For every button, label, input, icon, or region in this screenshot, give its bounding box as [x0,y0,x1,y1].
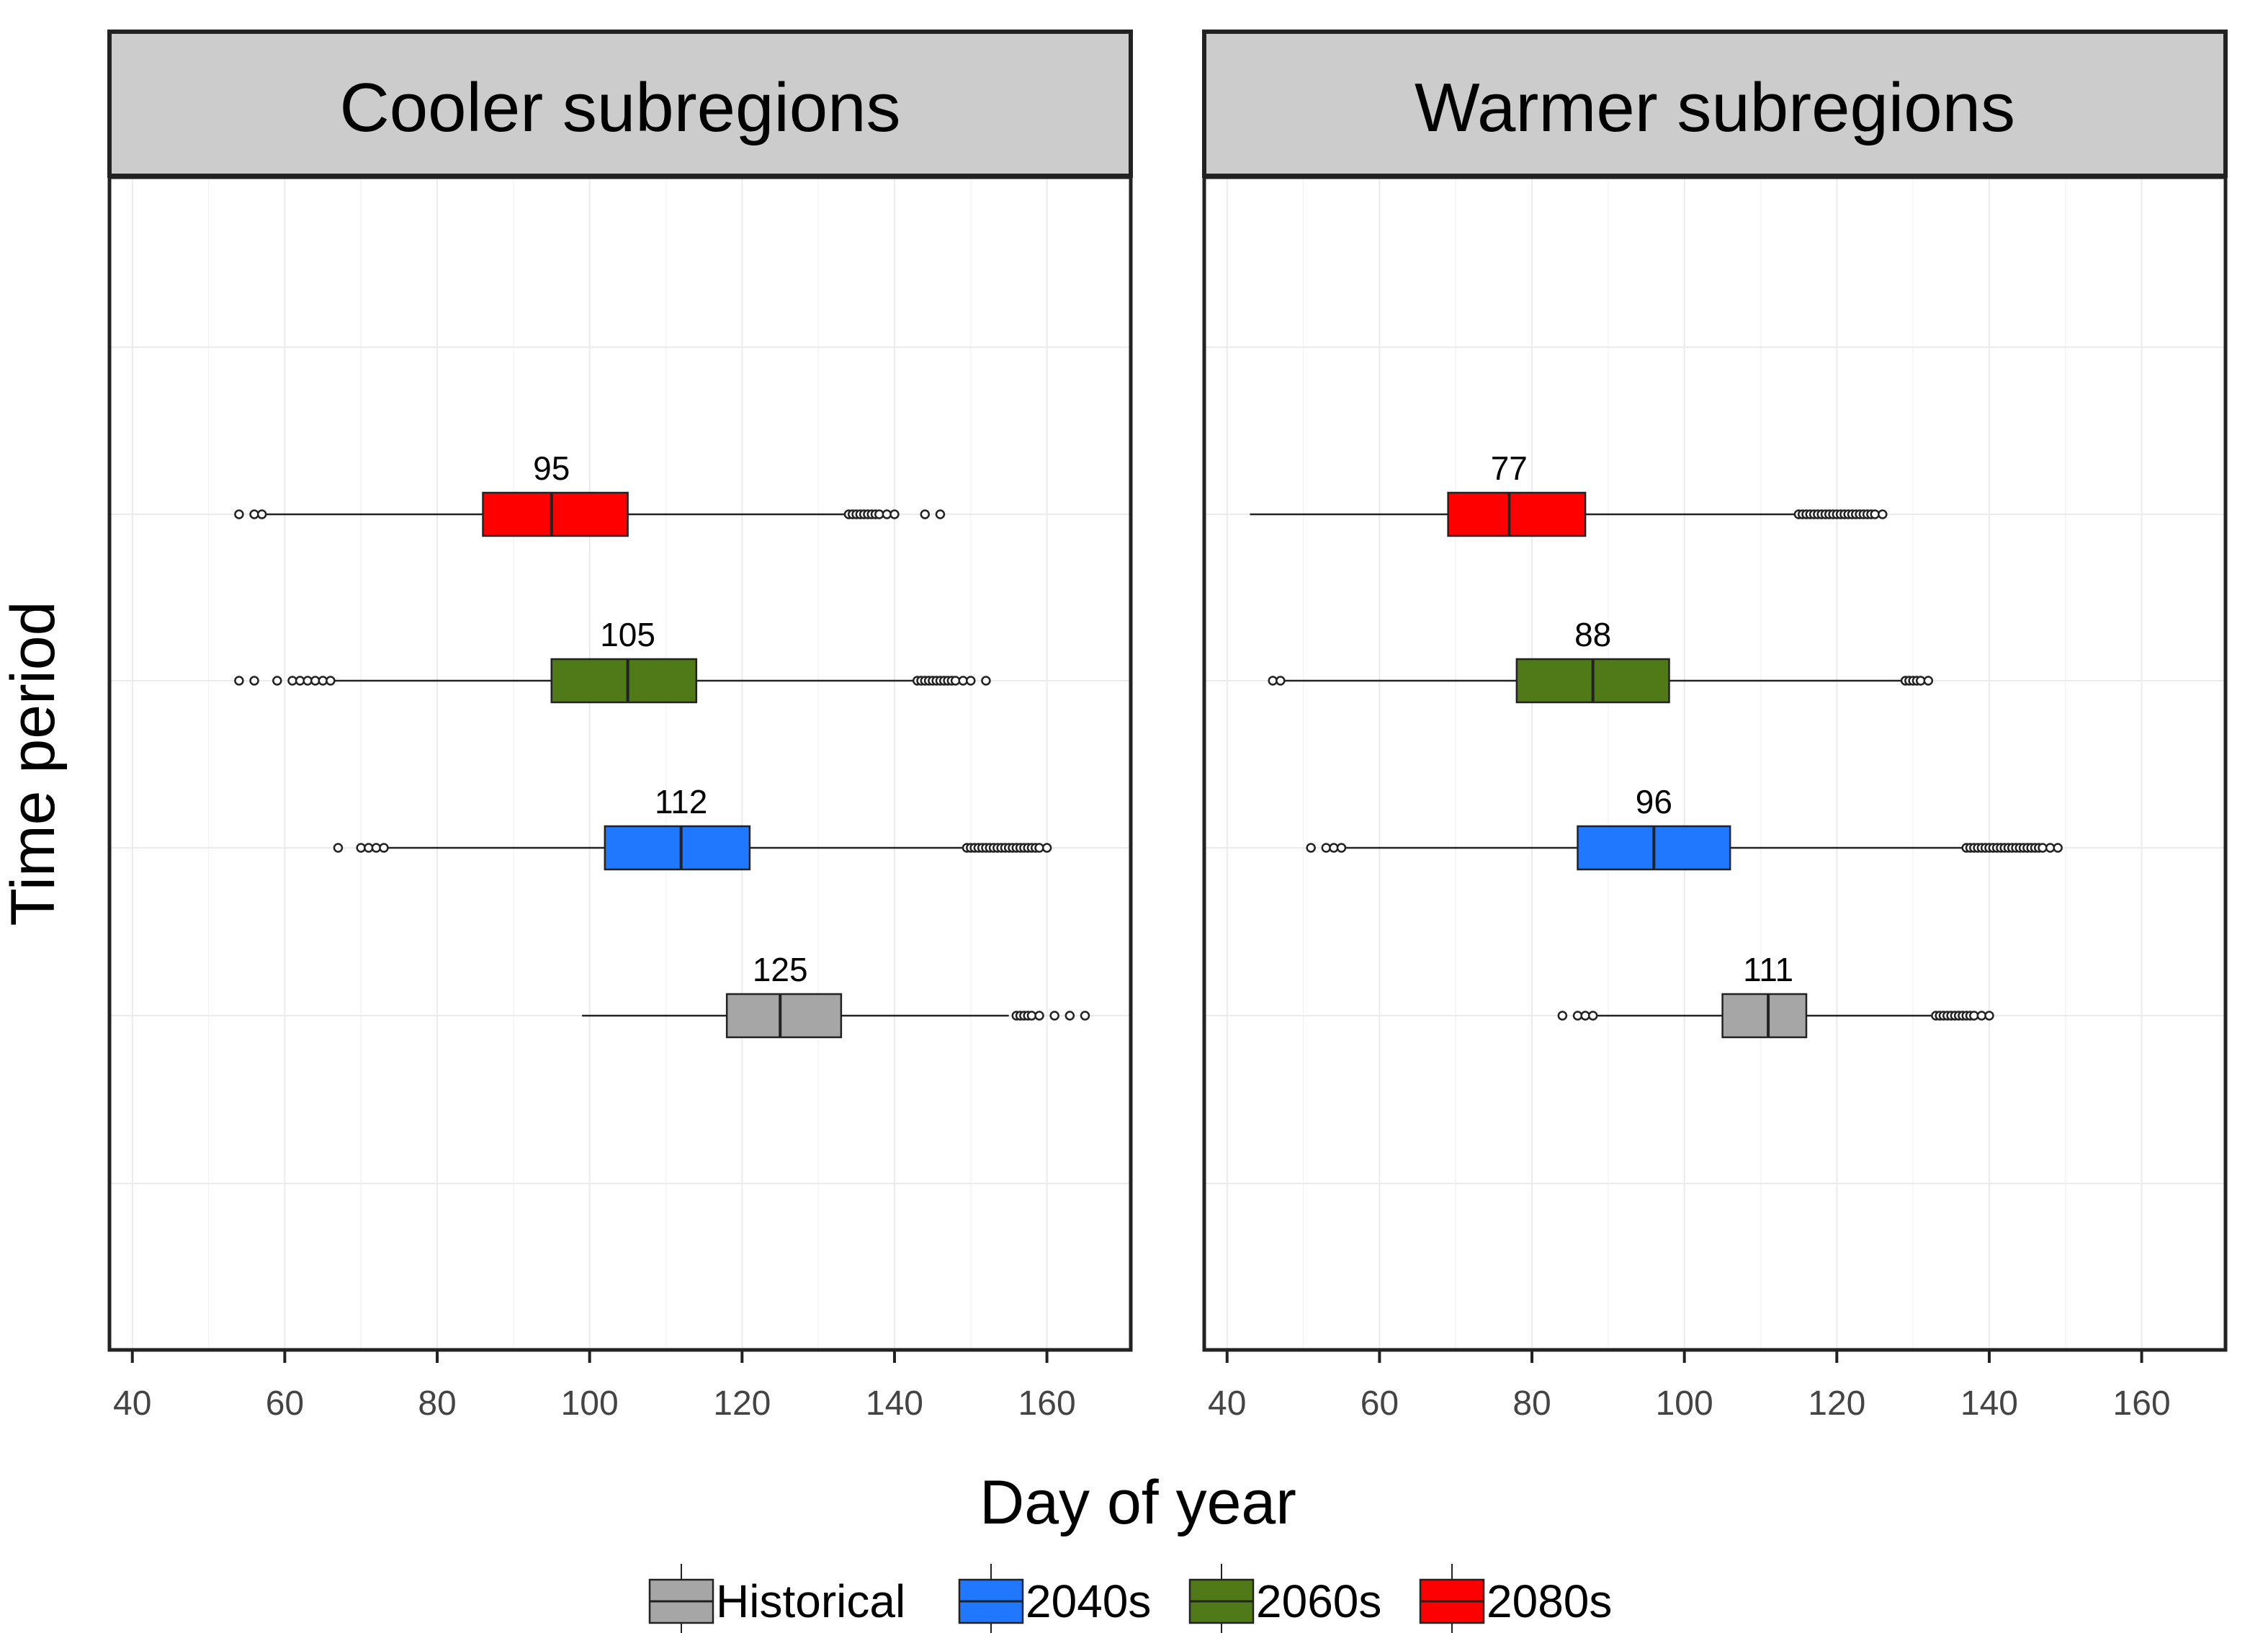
outlier-point [1336,843,1347,853]
panel-title: Warmer subregions [1415,69,2015,146]
median-label: 125 [753,951,808,988]
median-label: 88 [1574,616,1611,653]
panel-warmer-subregions: Warmer subregions 111 96 88 77 40 60 80 100 120… [1202,30,2228,1423]
outlier-point [2053,843,2063,853]
outlier-point [966,676,976,686]
x-tick-label: 100 [1656,1384,1713,1423]
median-label: 105 [600,616,655,653]
legend-label: 2060s [1256,1575,1381,1627]
plot-area [1204,177,2226,1350]
outlier-point [920,509,931,519]
x-axis-title: Day of year [980,1468,1296,1537]
x-axis: 40 60 80 100 120 140 160 [113,1350,1076,1423]
outlier-point [1878,509,1888,519]
box [482,491,629,537]
legend-item-2040s: 2040s [958,1564,1151,1633]
plot-border [107,175,1133,1352]
x-tick-label: 160 [1018,1384,1076,1423]
y-axis-title: Time period [0,601,68,926]
outlier-point [333,843,344,853]
outlier-point [935,509,946,519]
legend-label: Historical [716,1575,905,1627]
legend-label: 2040s [1026,1575,1151,1627]
outlier-point [1276,676,1286,686]
plot-area [109,177,1131,1350]
legend-item-2080s: 2080s [1419,1564,1612,1633]
panel-cooler-subregions: Cooler subregions 125 112 105 95 40 60 80 100 1… [107,30,1133,1423]
box [1721,993,1808,1039]
legend-item-historical: Historical [648,1564,905,1633]
box-historical: 111 [1557,951,1994,1039]
x-axis: 40 60 80 100 120 140 160 [1208,1350,2171,1423]
panel-title: Cooler subregions [339,69,900,146]
outlier-point [1306,843,1316,853]
box [550,658,698,704]
boxes: 111 96 88 77 [1250,449,2063,1039]
box-historical: 125 [582,951,1090,1039]
box [725,993,843,1039]
x-tick-label: 140 [866,1384,923,1423]
outlier-point [256,509,267,519]
outlier-point [1557,1011,1568,1021]
box [1447,491,1587,537]
outlier-point [1064,1011,1075,1021]
outlier-point [1587,1011,1598,1021]
median-label: 96 [1636,783,1672,820]
strip-background [107,30,1133,178]
outlier-point [272,676,282,686]
median-label: 95 [533,449,570,487]
outlier-point [889,509,900,519]
outlier-point [981,676,991,686]
legend-label: 2080s [1487,1575,1612,1627]
median-label: 111 [1743,951,1793,988]
outlier-point [249,676,259,686]
legend: Historical 2040s 2060s 2080s [648,1564,1612,1633]
x-tick-label: 160 [2113,1384,2171,1423]
x-tick-label: 40 [113,1384,151,1423]
x-tick-label: 40 [1208,1384,1246,1423]
box-2040s: 96 [1306,783,2063,871]
box [604,825,751,871]
median-label: 77 [1491,449,1528,487]
box-2060s: 88 [1268,616,1934,704]
strip-background [1202,30,2228,178]
outlier-point [1080,1011,1090,1021]
x-tick-label: 80 [1512,1384,1551,1423]
x-tick-label: 60 [266,1384,304,1423]
outlier-point [1984,1011,1994,1021]
x-tick-label: 80 [418,1384,456,1423]
plot-border [1202,175,2228,1352]
outlier-point [234,676,244,686]
outlier-point [234,509,244,519]
outlier-point [326,676,336,686]
outlier-point [1049,1011,1059,1021]
x-tick-label: 120 [713,1384,771,1423]
x-tick-label: 100 [561,1384,619,1423]
box-2040s: 112 [333,783,1052,871]
x-tick-label: 120 [1808,1384,1865,1423]
box-2080s: 77 [1250,449,1888,537]
outlier-point [1923,676,1934,686]
boxes: 125 112 105 95 [234,449,1090,1039]
median-label: 112 [655,783,707,820]
outlier-point [379,843,389,853]
legend-item-2060s: 2060s [1188,1564,1381,1633]
x-tick-label: 60 [1361,1384,1399,1423]
box-2080s: 95 [234,449,946,537]
outlier-point [1041,843,1052,853]
box-2060s: 105 [234,616,991,704]
x-tick-label: 140 [1960,1384,2018,1423]
outlier-point [1034,1011,1044,1021]
